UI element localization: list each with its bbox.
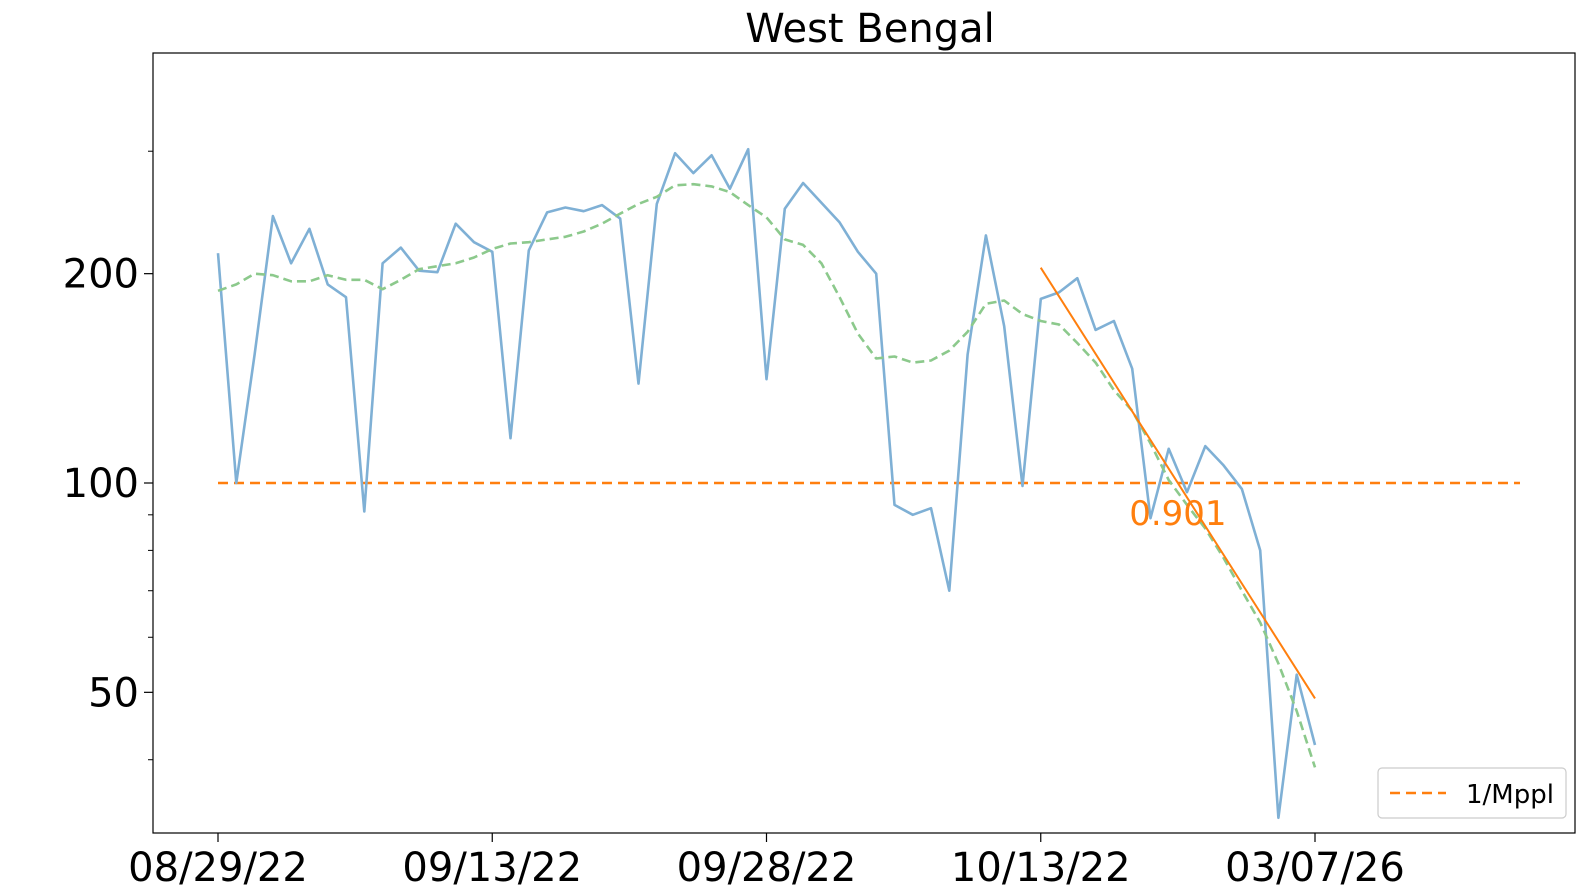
x-tick-label: 03/07/26 [1225,845,1405,890]
trend-line [1039,267,1316,699]
y-tick-label: 50 [88,670,139,716]
plot-area [152,52,1576,834]
y-axis: 50 100 200 [63,252,153,716]
x-axis: 08/29/22 09/13/22 09/28/22 10/13/22 03/07/26 [128,833,1405,890]
x-tick-label: 08/29/22 [128,845,308,890]
legend-label-1mppl: 1/Mppl [1466,780,1554,810]
trend-slope-label: 0.901 [1129,494,1226,534]
x-tick-label: 09/13/22 [402,845,582,890]
y-tick-label: 200 [63,252,139,298]
x-tick-label: 10/13/22 [951,845,1131,890]
y-tick-label: 100 [63,461,139,507]
series-layer [216,147,1520,820]
legend-box [1377,767,1567,819]
legend: 1/Mppl [1377,767,1567,819]
chart-title: West Bengal [745,6,994,52]
series-raw-line [216,147,1317,820]
y-minor-ticks [148,150,153,761]
x-tick-label: 09/28/22 [677,845,857,890]
